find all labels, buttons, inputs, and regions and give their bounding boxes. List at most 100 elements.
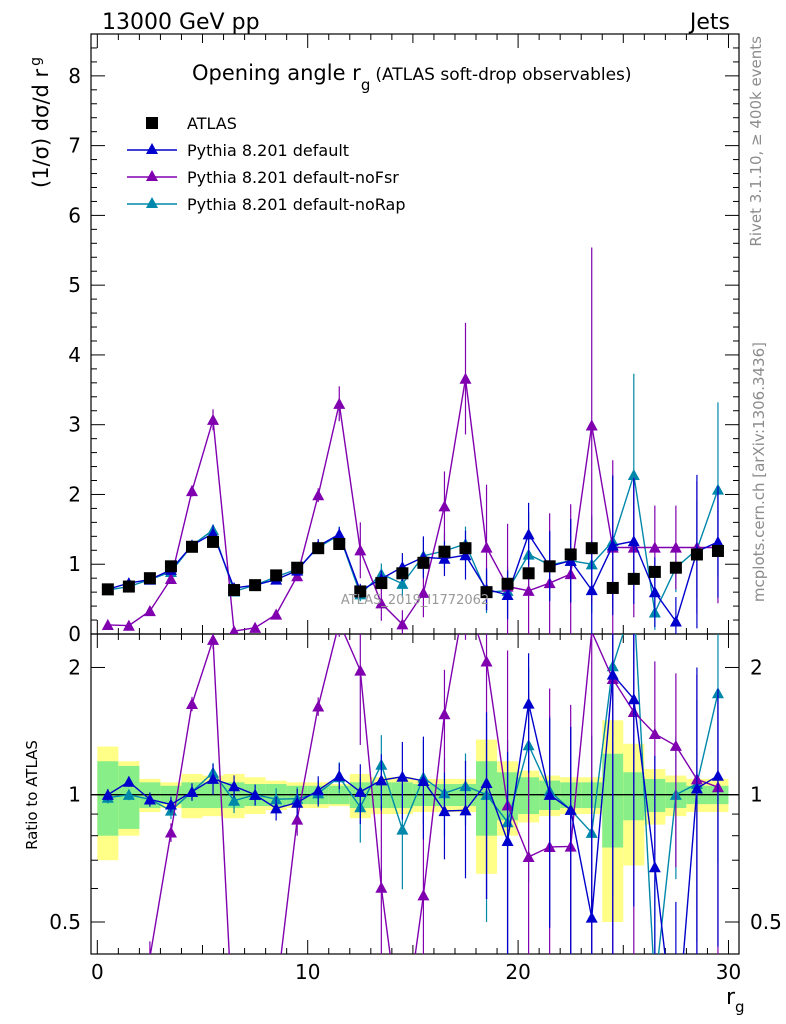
atlas-data-point	[459, 542, 472, 555]
data-point	[207, 413, 220, 425]
y-tick-label: 7	[68, 134, 81, 158]
ratio-point	[417, 774, 430, 786]
data-point	[185, 484, 198, 497]
axis-ticks: 0 10 20 30 0 1 2 3 4 5 6 7 8 0.5 0.5 1 1 2 2	[49, 34, 782, 984]
series-atlas	[101, 535, 724, 599]
ratio-point	[480, 655, 493, 667]
ratio-point	[207, 772, 220, 784]
data-point	[585, 584, 598, 596]
data-point	[333, 528, 346, 540]
ratio-point	[354, 785, 367, 797]
data-point	[249, 621, 262, 633]
atlas-data-point	[438, 545, 451, 558]
data-point	[143, 604, 156, 617]
ratio-point	[228, 780, 241, 792]
y-tick-label: 2	[68, 482, 81, 506]
ratio-point	[312, 700, 325, 712]
data-point	[522, 528, 535, 540]
legend-label-nofsr: Pythia 8.201 default-noFsr	[187, 168, 399, 187]
ratio-y-tick-label-right: 0.5	[750, 910, 782, 934]
data-point	[417, 586, 430, 598]
ratio-point	[585, 911, 598, 923]
data-point	[229, 625, 239, 634]
legend-entry-atlas: ATLAS	[146, 114, 237, 133]
atlas-data-point	[312, 542, 325, 555]
atlas-data-point	[543, 560, 556, 573]
atlas-data-point	[627, 572, 640, 585]
ratio-point	[648, 861, 661, 873]
data-point	[627, 535, 640, 547]
atlas-data-point	[354, 585, 367, 598]
header-left: 13000 GeV pp	[102, 10, 260, 35]
analysis-watermark: ATLAS_2019_I1772062	[341, 593, 489, 608]
x-tick-label: 10	[295, 960, 320, 984]
legend-entry-default: Pythia 8.201 default	[127, 141, 349, 160]
atlas-data-point	[564, 548, 577, 561]
ratio-point	[396, 770, 409, 782]
atlas-data-point	[375, 577, 388, 590]
legend-label-norap: Pythia 8.201 default-noRap	[187, 195, 405, 214]
data-point	[101, 618, 114, 631]
atlas-data-point	[228, 584, 241, 597]
y-tick-label: 0	[68, 622, 81, 646]
ratio-point	[522, 850, 535, 863]
y-tick-label: 3	[68, 413, 81, 437]
ratio-point	[164, 826, 177, 838]
x-axis-label: rg	[726, 985, 745, 1016]
x-tick-label: 20	[505, 960, 530, 984]
atlas-data-point	[480, 586, 493, 599]
ratio-point	[690, 782, 703, 794]
ratio-point	[270, 802, 283, 814]
data-point	[459, 549, 472, 561]
data-point	[207, 527, 220, 539]
panel-title: Opening angle rg (ATLAS soft-drop observa…	[192, 61, 632, 94]
data-point	[711, 535, 724, 548]
ratio-point	[648, 727, 661, 739]
ratio-point	[333, 769, 346, 781]
ratio-series-pythia-8-201-default	[101, 634, 724, 954]
data-point	[606, 539, 619, 551]
data-point	[627, 468, 640, 481]
ratio-y-tick-label: 0.5	[49, 910, 81, 934]
legend-marker-nofsr	[146, 170, 158, 181]
data-point	[669, 615, 682, 627]
ratio-point	[312, 784, 325, 796]
ratio-point	[185, 697, 198, 710]
ratio-point	[438, 708, 451, 720]
ratio-point	[711, 769, 724, 781]
ratio-point	[417, 889, 430, 901]
y-tick-label: 1	[68, 552, 81, 576]
data-point	[396, 618, 409, 630]
ratio-y-tick-label: 1	[68, 783, 81, 807]
legend-marker-norap	[146, 197, 158, 208]
ratio-point	[606, 668, 619, 680]
ratio-point	[501, 834, 514, 846]
header-right: Jets	[688, 10, 730, 35]
data-point	[501, 588, 514, 601]
ratio-point	[228, 794, 241, 806]
atlas-data-point	[185, 540, 198, 553]
ratio-point	[249, 788, 262, 800]
ratio-y-tick-label-right: 2	[750, 655, 763, 679]
ratio-point	[438, 804, 451, 817]
data-point	[396, 577, 409, 589]
top-y-axis-label: (1/σ) dσ/d rg	[28, 57, 53, 188]
series-pythia-8-201-default	[101, 474, 724, 634]
atlas-data-point	[164, 560, 177, 573]
ratio-point	[143, 793, 156, 805]
legend-entry-nofsr: Pythia 8.201 default-noFsr	[127, 168, 399, 187]
atlas-data-point	[270, 569, 283, 582]
data-point	[648, 541, 661, 553]
atlas-data-point	[122, 580, 135, 593]
atlas-data-point	[396, 567, 409, 580]
ratio-point	[375, 881, 388, 893]
ratio-line	[149, 634, 719, 954]
atlas-data-point	[417, 556, 430, 569]
atlas-data-point	[669, 561, 682, 574]
atlas-data-point	[249, 579, 262, 592]
ratio-y-tick-label: 2	[68, 655, 81, 679]
data-point	[291, 570, 304, 582]
ratio-point	[291, 813, 304, 825]
data-point	[312, 489, 325, 501]
